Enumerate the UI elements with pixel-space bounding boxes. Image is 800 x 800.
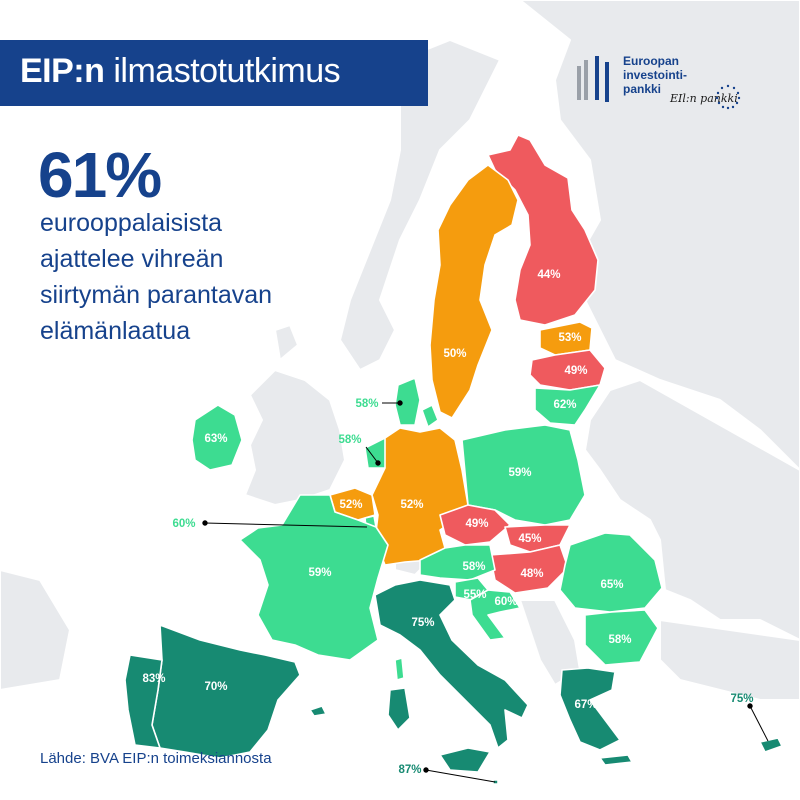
label-lithuania: 62% [553,399,576,411]
label-czechia: 49% [465,518,488,530]
leader-lines [202,400,769,783]
label-croatia: 60% [494,596,517,608]
country-sweden [429,164,519,419]
source-note: Lähde: BVA EIP:n toimeksiannosta [40,750,272,767]
country-malta [492,779,499,785]
logo-line-3: pankki [623,82,662,96]
country-portugal [124,654,163,749]
title-bold: EIP:n [20,52,105,90]
label-netherlands: 58% [338,434,361,446]
label-denmark: 58% [355,398,378,410]
country-czechia [439,504,511,546]
label-belgium: 52% [339,499,362,511]
country-croatia [469,589,521,641]
country-france-corsica [394,657,405,681]
eib-logo: Euroopan investointi- pankki EIl:n pankk… [575,50,750,112]
country-cyprus [759,737,783,753]
label-bulgaria: 58% [608,634,631,646]
logo-line-1: Euroopan [623,54,679,68]
country-italy [374,579,529,749]
label-greece: 67% [574,699,597,711]
headline-stat: 61% [38,139,162,211]
title-rest: ilmastotutkimus [104,52,341,90]
title-banner: EIP:n ilmastotutkimus [0,40,428,106]
country-finland [487,134,599,326]
logo-line-2: investointi- [623,68,688,82]
eib-logo-bars-icon [577,56,609,102]
headline-line-3: siirtymän parantavan [40,281,273,309]
label-spain: 70% [204,681,227,693]
country-germany [371,427,469,566]
label-malta: 87% [398,764,421,776]
headline-description: eurooppalaisista ajattelee vihreän siirt… [40,205,340,349]
country-france [239,494,389,661]
label-slovenia: 55% [463,589,486,601]
label-romania: 65% [600,579,623,591]
label-cyprus: 75% [730,693,753,705]
country-italy-sicily [439,747,491,773]
country-spain-balearic [309,705,327,717]
label-france: 59% [308,567,331,579]
eu-stars-icon [715,84,741,110]
label-austria: 58% [462,561,485,573]
country-austria [419,544,496,581]
country-bulgaria [584,609,659,666]
country-labels: 44% 50% 53% 49% 62% 58% 63% 58% 52% 60% … [142,269,753,776]
label-italy: 75% [411,617,434,629]
label-germany: 52% [400,499,423,511]
headline-line-4: elämänlaatua [40,317,191,345]
eu-countries [124,134,783,785]
label-estonia: 53% [558,332,581,344]
label-luxembourg: 60% [172,518,195,530]
country-denmark [394,377,439,428]
country-greece [559,667,633,766]
label-finland: 44% [537,269,560,281]
label-latvia: 49% [564,365,587,377]
country-lithuania [534,384,601,426]
label-ireland: 63% [204,433,227,445]
headline-line-2: ajattelee vihreän [40,245,224,273]
page-title: EIP:n ilmastotutkimus [20,52,341,91]
label-sweden: 50% [443,348,466,360]
country-hungary [489,544,569,594]
logo-signature: EIl:n pankki [670,92,738,105]
label-portugal: 83% [142,673,165,685]
label-hungary: 48% [520,568,543,580]
headline-line-1: eurooppalaisista [40,209,223,237]
country-italy-sardinia [387,687,411,731]
country-romania [559,532,663,613]
label-slovakia: 45% [518,533,541,545]
country-ireland [191,404,243,471]
label-poland: 59% [508,467,531,479]
